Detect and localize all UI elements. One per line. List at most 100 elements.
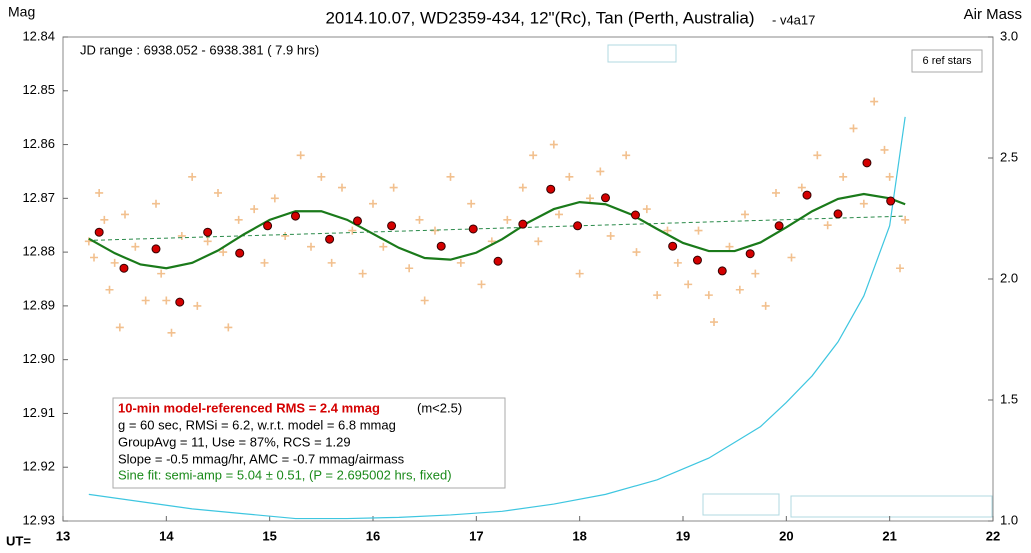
fit-line [88, 192, 906, 270]
data-point [880, 145, 889, 154]
data-point [565, 172, 574, 181]
data-point [115, 323, 124, 332]
trend-line [93, 215, 906, 241]
data-point [131, 242, 140, 251]
data-point [725, 242, 734, 251]
y-tick-label: 12.93 [22, 512, 55, 527]
y2-tick-label: 3.0 [1000, 28, 1018, 43]
empty-box [790, 495, 993, 518]
data-point [694, 226, 703, 235]
data-point [575, 269, 584, 278]
bin-point [353, 216, 362, 226]
data-point [105, 285, 114, 294]
data-point [456, 258, 465, 267]
bin-point [387, 221, 397, 231]
y-axis-label: Mag [8, 4, 35, 20]
data-point [348, 226, 357, 235]
data-point [503, 215, 512, 224]
data-point [250, 205, 259, 214]
data-point [772, 188, 780, 197]
data-point [632, 248, 641, 257]
data-point [327, 258, 336, 267]
data-point [121, 210, 129, 219]
data-point [596, 167, 605, 176]
data-point [684, 280, 693, 289]
data-point [870, 97, 879, 106]
data-point [663, 226, 672, 235]
data-point [95, 188, 104, 197]
bin-point [802, 190, 812, 200]
data-point [219, 248, 228, 257]
data-point [307, 242, 315, 251]
data-point [813, 151, 822, 160]
data-point [405, 264, 414, 273]
data-point [859, 199, 868, 208]
data-point [157, 269, 166, 278]
x-tick-label: 17 [469, 528, 483, 543]
data-point [281, 231, 290, 240]
x-tick-label: 21 [882, 528, 896, 543]
stats-note: (m<2.5) [417, 400, 462, 415]
data-point [358, 269, 367, 278]
bin-point [862, 158, 872, 168]
data-point [849, 124, 858, 133]
bin-point [692, 255, 702, 265]
data-point [296, 151, 305, 160]
y-tick-label: 12.89 [22, 297, 55, 312]
data-point [369, 199, 377, 208]
x-tick-label: 14 [159, 528, 174, 543]
data-point [653, 291, 662, 300]
data-point [270, 194, 279, 203]
bin-point [518, 219, 528, 229]
data-point [518, 183, 527, 192]
data-point [188, 172, 197, 181]
data-point [110, 258, 119, 267]
data-point [389, 183, 398, 192]
y-tick-label: 12.86 [22, 136, 55, 151]
data-point [534, 237, 543, 246]
data-point [477, 280, 486, 289]
data-point [586, 194, 594, 203]
y-tick-label: 12.91 [22, 405, 55, 420]
bin-point [263, 221, 273, 231]
data-point [338, 183, 346, 192]
bin-point [175, 297, 185, 307]
jd-range: JD range : 6938.052 - 6938.381 ( 7.9 hrs… [80, 42, 319, 57]
plot-area: 12.84 12.85 12.86 12.87 12.88 12.89 12.90 12.91… [22, 28, 1018, 543]
data-point [901, 215, 910, 224]
data-point [90, 253, 98, 262]
data-point [823, 221, 832, 230]
data-point [203, 237, 212, 246]
data-point [152, 199, 160, 208]
data-point [420, 296, 429, 305]
stats-frame [112, 397, 506, 489]
y2-tick-label: 2.5 [1000, 149, 1018, 164]
data-point [704, 291, 713, 300]
stats-line: Slope = -0.5 mmag/hr, AMC = -0.7 mmag/ai… [118, 451, 405, 466]
stats-line: g = 60 sec, RMSi = 6.2, w.r.t. model = 6… [118, 417, 396, 432]
data-point [177, 231, 186, 240]
bin-point [717, 266, 727, 276]
x-tick-label: 20 [779, 528, 793, 543]
bin-point [601, 193, 610, 203]
x-tick-label: 13 [56, 528, 70, 543]
data-point [797, 183, 806, 192]
data-point [415, 215, 424, 224]
y-tick-label: 12.84 [22, 28, 55, 43]
data-point [885, 172, 894, 181]
bin-point [436, 241, 446, 251]
ref-stars: 6 ref stars [923, 55, 972, 67]
airmass-line [88, 116, 906, 520]
x-tick-label: 16 [366, 528, 380, 543]
bin-point [668, 241, 678, 251]
y-tick-label: 12.87 [22, 190, 55, 205]
bin-point [774, 221, 784, 231]
bin-point [325, 234, 335, 244]
data-point [214, 188, 222, 197]
data-point [622, 151, 631, 160]
data-point [193, 301, 202, 310]
data-point [260, 258, 269, 267]
data-point [100, 215, 109, 224]
data-point [555, 210, 563, 219]
y-tick-label: 12.88 [22, 244, 55, 259]
